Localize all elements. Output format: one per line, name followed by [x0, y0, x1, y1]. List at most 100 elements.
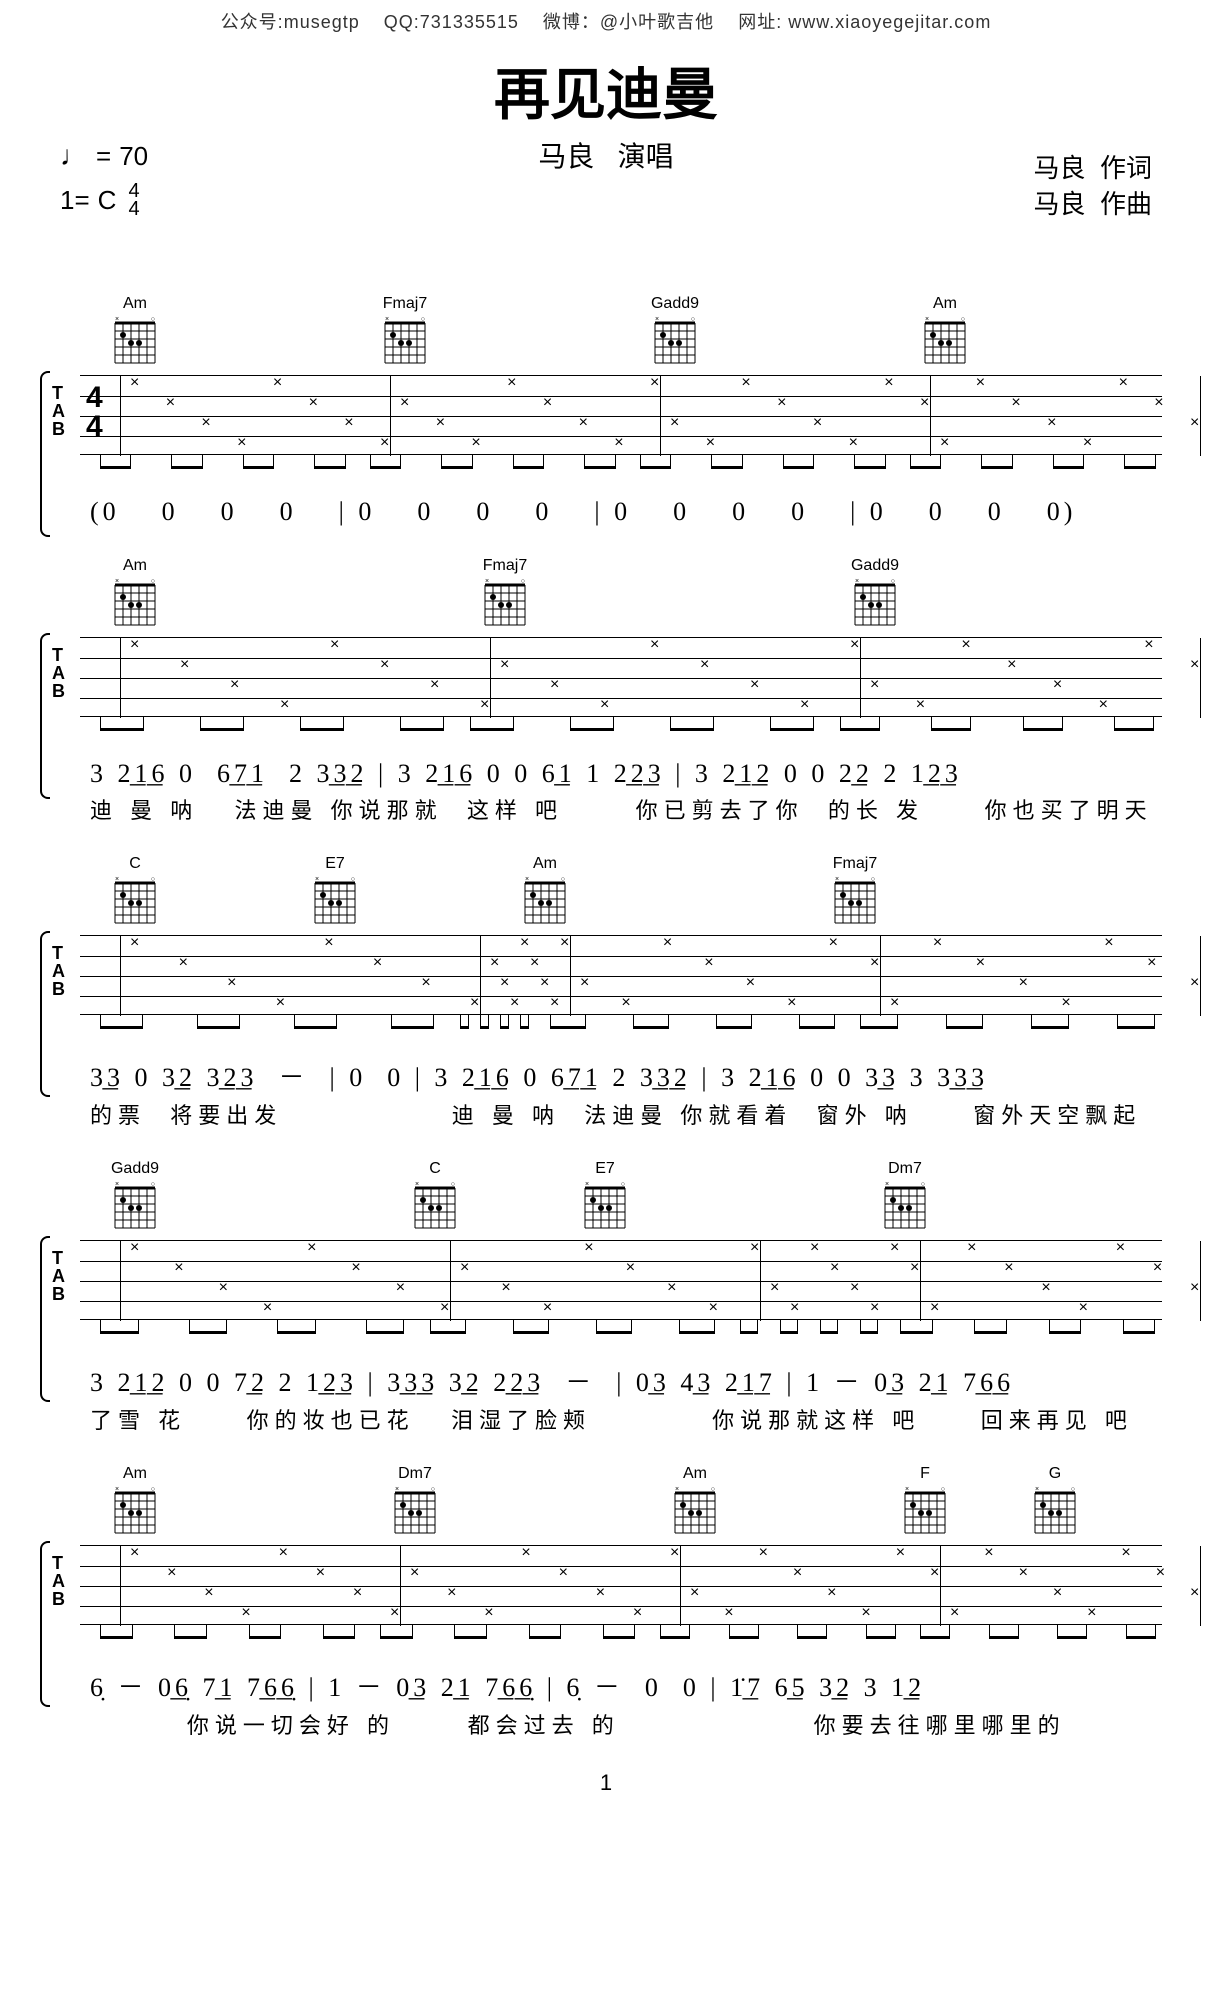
- qq-label: QQ:: [384, 12, 420, 32]
- beam-icon: [596, 1320, 632, 1334]
- beam-icon: [860, 1015, 898, 1029]
- svg-text:○: ○: [151, 1486, 155, 1493]
- chord-diagram: C×○: [110, 855, 160, 925]
- tab-x-icon: ×: [1153, 1259, 1162, 1277]
- tab-x-icon: ×: [1147, 954, 1156, 972]
- tab-x-icon: ×: [667, 1279, 676, 1297]
- tab-x-icon: ×: [596, 1584, 605, 1602]
- beam-icon: [513, 1320, 549, 1334]
- tab-x-icon: ×: [1119, 374, 1128, 392]
- tab-clef-icon: TAB: [52, 944, 65, 998]
- chord-name: Am: [933, 295, 957, 313]
- svg-text:×: ×: [115, 1181, 119, 1188]
- svg-text:○: ○: [431, 1486, 435, 1493]
- tempo: ♩ = 70: [60, 140, 148, 172]
- jianpu-row: 6̣ － 0͟6̣ 7͟1 7͟6͟6̣ | 1 － 0͟3 2͟1 7͟6͟6…: [50, 1667, 1162, 1704]
- tab-x-icon: ×: [130, 374, 139, 392]
- chord-diagram: Am × ○: [670, 1465, 720, 1535]
- beam-icon: [1031, 1015, 1069, 1029]
- chord-diagram: Gadd9×○: [110, 1160, 160, 1230]
- tab-x-icon: ×: [179, 954, 188, 972]
- tab-x-icon: ×: [1004, 1259, 1013, 1277]
- beam-icon: [277, 1320, 316, 1334]
- barline: [120, 638, 121, 718]
- tab-x-icon: ×: [316, 1564, 325, 1582]
- tab-x-icon: ×: [421, 974, 430, 992]
- tab-x-icon: ×: [500, 656, 509, 674]
- svg-text:○: ○: [871, 876, 875, 883]
- svg-text:×: ×: [925, 316, 929, 323]
- jianpu-notes: 3 2͟1͟6 0 6͟7͟1 2 3͟3͟2 | 3 2͟1͟6 0 0 6͟…: [90, 759, 962, 789]
- lyric-row: 迪 曼 呐 法迪曼 你说那就 这样 吧 你已剪去了你 的长 发 你也买了明天: [50, 793, 1162, 825]
- tab-x-icon: ×: [490, 954, 499, 972]
- barline: [490, 638, 491, 718]
- composer: 马良 作曲: [1034, 186, 1152, 222]
- beam-icon: [529, 1625, 562, 1639]
- chord-diagram: F×○: [900, 1465, 950, 1535]
- jianpu-row: (0 0 0 0 | 0 0 0 0 | 0 0 0 0 | 0 0 0 0): [50, 497, 1162, 527]
- beam-icon: [323, 1625, 356, 1639]
- lyric-row: 了雪 花 你的妆也已花 泪湿了脸颊 你说那就这样 吧 回来再见 吧: [50, 1403, 1162, 1435]
- chord-diagram: Am×○: [520, 855, 570, 925]
- lyricist-role: 作词: [1100, 153, 1152, 183]
- tab-x-icon: ×: [353, 1584, 362, 1602]
- beam-icon: [171, 455, 202, 469]
- composer-name: 马良: [1034, 189, 1086, 219]
- site: www.xiaoyegejitar.com: [788, 12, 991, 32]
- tab-x-icon: ×: [351, 1259, 360, 1277]
- tab-x-icon: ×: [447, 1584, 456, 1602]
- svg-text:○: ○: [151, 578, 155, 585]
- key-name: C: [98, 185, 117, 216]
- beam-icon: [603, 1625, 636, 1639]
- tab-x-icon: ×: [174, 1259, 183, 1277]
- jianpu-notes: 3͟3 0 3͟2 3͟2͟3 － | 0 0 | 3 2͟1͟6 0 6͟7͟…: [90, 1057, 988, 1094]
- barline: [860, 638, 861, 718]
- tab-x-icon: ×: [650, 636, 659, 654]
- tab-x-icon: ×: [530, 954, 539, 972]
- chord-name: Am: [683, 1465, 707, 1483]
- beam-icon: [780, 1320, 798, 1334]
- tab-x-icon: ×: [1190, 1279, 1199, 1297]
- tab-x-icon: ×: [650, 374, 659, 392]
- lyric-row: 的票 将要出发 迪 曼 呐 法迪曼 你就看着 窗外 呐 窗外天空飘起: [50, 1098, 1162, 1130]
- beam-icon: [1117, 1015, 1155, 1029]
- svg-text:○: ○: [711, 1486, 715, 1493]
- svg-text:×: ×: [675, 1486, 679, 1493]
- chord-name: F: [920, 1465, 930, 1483]
- tab-staff: TAB××××××××××××××××××××××××: [80, 637, 1162, 717]
- tab-x-icon: ×: [230, 676, 239, 694]
- subtitle: 马良 演唱: [0, 135, 1212, 175]
- beam-icon: [860, 1320, 878, 1334]
- beam-icon: [243, 455, 274, 469]
- beam-icon: [1023, 717, 1063, 731]
- tab-clef-icon: TAB: [52, 646, 65, 700]
- tab-x-icon: ×: [550, 676, 559, 694]
- tab-x-icon: ×: [700, 656, 709, 674]
- tab-clef-icon: TAB: [52, 1249, 65, 1303]
- chord-diagram: Gadd9×○: [650, 295, 700, 365]
- qq: 731335515: [420, 12, 519, 32]
- barline: [1200, 1241, 1201, 1321]
- beam-icon: [900, 1320, 933, 1334]
- lyric-row: 你说一切会好 的 都会过去 的 你要去往哪里哪里的: [50, 1708, 1162, 1740]
- barline: [120, 1546, 121, 1626]
- svg-text:×: ×: [525, 876, 529, 883]
- beam-icon: [840, 717, 880, 731]
- system-bracket-icon: [40, 931, 50, 1097]
- svg-text:×: ×: [115, 578, 119, 585]
- lyricist: 马良 作词: [1034, 150, 1152, 186]
- barline: [920, 1241, 921, 1321]
- tab-staff: TAB××××××××××××××××××××××××××××××××44: [80, 375, 1162, 455]
- system-bracket-icon: [40, 1541, 50, 1707]
- barline: [120, 376, 121, 456]
- beam-icon: [820, 1320, 838, 1334]
- tab-x-icon: ×: [436, 414, 445, 432]
- tab-marks: ××××××××××××××××××××××××××××××××: [120, 376, 1152, 456]
- svg-text:○: ○: [451, 1181, 455, 1188]
- beam-icon: [249, 1625, 282, 1639]
- beam-icon: [711, 455, 742, 469]
- barline: [680, 1546, 681, 1626]
- chord-name: Gadd9: [851, 557, 899, 575]
- beam-icon: [910, 455, 941, 469]
- chord-row: Gadd9×○C×○E7×○Dm7×○: [50, 1160, 1162, 1236]
